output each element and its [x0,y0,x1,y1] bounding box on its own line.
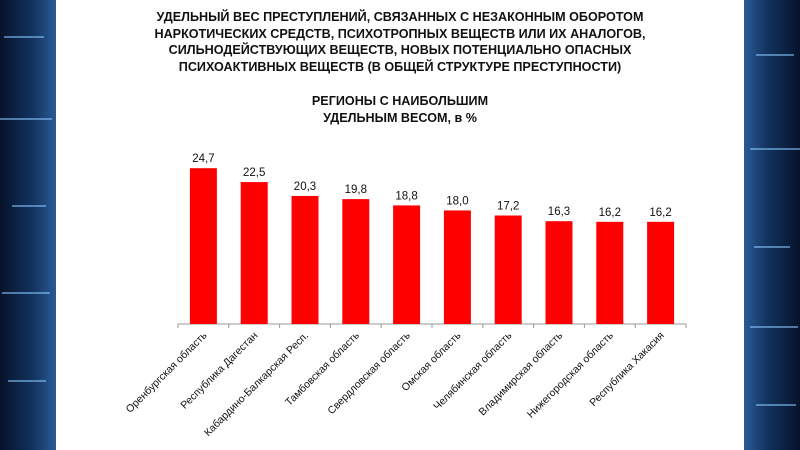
category-label: Оренбургская область [124,329,210,415]
chart-title-line: УДЕЛЬНЫЙ ВЕС ПРЕСТУПЛЕНИЙ, СВЯЗАННЫХ С Н… [156,10,644,24]
category-label: Свердловская область [325,329,413,417]
data-label: 16,2 [649,207,671,219]
data-label: 18,0 [446,195,468,207]
data-label: 22,5 [243,167,265,179]
chart-title-line: НАРКОТИЧЕСКИХ СРЕДСТВ, ПСИХОТРОПНЫХ ВЕЩЕ… [154,26,646,41]
chart-subtitle-line: РЕГИОНЫ С НАИБОЛЬШИМ [311,94,489,108]
data-label: 17,2 [497,201,519,213]
category-label: Владимирская область [477,329,566,418]
data-label: 16,2 [599,207,621,219]
bar [291,195,319,324]
chart-title: УДЕЛЬНЫЙ ВЕС ПРЕСТУПЛЕНИЙ, СВЯЗАННЫХ С Н… [56,9,744,75]
category-label: Нижегородская область [525,329,616,420]
slide: УДЕЛЬНЫЙ ВЕС ПРЕСТУПЛЕНИЙ, СВЯЗАННЫХ С Н… [56,0,744,450]
bar [342,199,370,324]
bar [189,168,217,324]
category-label: Кабардино-Балкарская Респ. [202,330,311,439]
data-label: 16,3 [548,206,570,218]
data-label: 24,7 [192,153,214,165]
bar [647,221,675,324]
chart-title-line: СИЛЬНОДЕЙСТВУЮЩИХ ВЕЩЕСТВ, НОВЫХ ПОТЕНЦИ… [168,43,632,58]
bar [494,215,522,324]
chart-title-line: ПСИХОАКТИВНЫХ ВЕЩЕСТВ (В ОБЩЕЙ СТРУКТУРЕ… [178,59,622,74]
data-label: 20,3 [294,181,316,193]
bar [393,205,421,324]
bar [596,221,624,324]
chart-subtitle-line: УДЕЛЬНЫМ ВЕСОМ, в % [323,111,477,125]
chart-subtitle: РЕГИОНЫ С НАИБОЛЬШИМ УДЕЛЬНЫМ ВЕСОМ, в % [56,93,744,127]
background-left-panel [0,0,56,450]
bar [545,221,573,324]
data-label: 18,8 [395,190,417,202]
background-right-panel [744,0,800,450]
bar [240,182,268,324]
data-label: 19,8 [345,184,367,196]
bar [443,210,471,324]
